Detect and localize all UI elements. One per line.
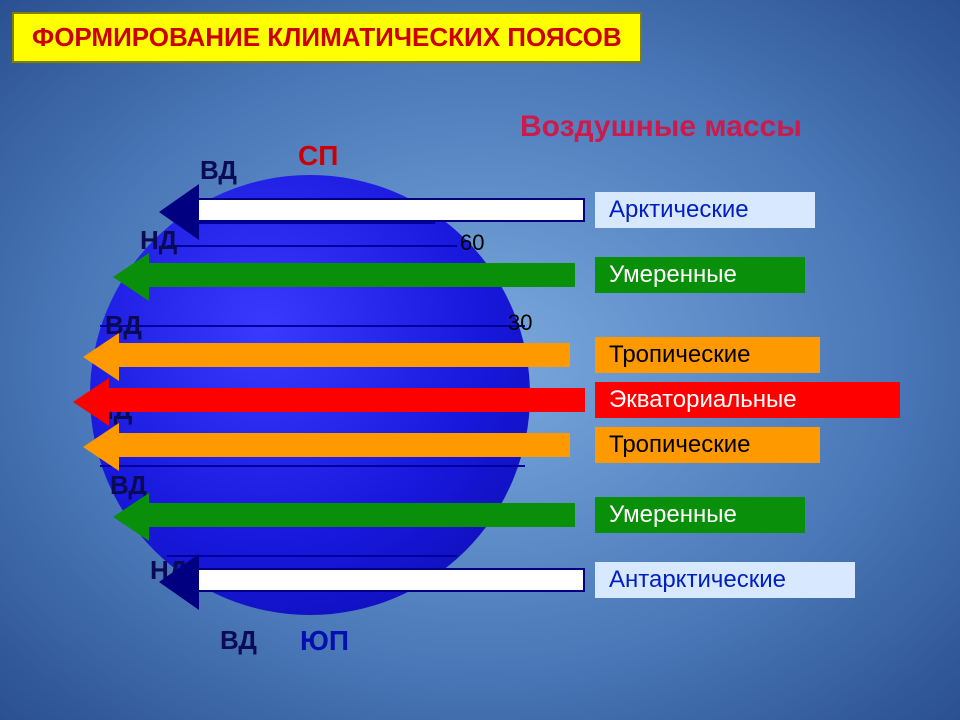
airmass-box-temperate_s: Умеренные xyxy=(595,497,805,533)
lat-60-label: 60 xyxy=(460,230,484,256)
arrow-arctic xyxy=(195,198,585,222)
north-pole-label: СП xyxy=(298,140,338,172)
latitude-line xyxy=(100,325,525,327)
arrow-equatorial xyxy=(105,388,585,412)
arrow-tropical_s xyxy=(115,433,570,457)
airmass-box-tropical_s: Тропические xyxy=(595,427,820,463)
subtitle: Воздушные массы xyxy=(520,110,802,144)
arrow-temperate_n xyxy=(145,263,575,287)
title-box: ФОРМИРОВАНИЕ КЛИМАТИЧЕСКИХ ПОЯСОВ xyxy=(12,12,642,63)
pressure-label-vd: ВД xyxy=(220,625,257,656)
airmass-box-arctic: Арктические xyxy=(595,192,815,228)
arrow-tropical_n xyxy=(115,343,570,367)
latitude-line xyxy=(167,245,457,247)
south-pole-label: ЮП xyxy=(300,625,349,657)
airmass-box-equatorial: Экваториальные xyxy=(595,382,900,418)
latitude-line xyxy=(167,555,457,557)
pressure-label-vd: ВД xyxy=(200,155,237,186)
airmass-box-tropical_n: Тропические xyxy=(595,337,820,373)
airmass-box-temperate_n: Умеренные xyxy=(595,257,805,293)
arrow-antarctic xyxy=(195,568,585,592)
airmass-box-antarctic: Антарктические xyxy=(595,562,855,598)
lat-30-label: 30 xyxy=(508,310,532,336)
title-text: ФОРМИРОВАНИЕ КЛИМАТИЧЕСКИХ ПОЯСОВ xyxy=(32,22,622,52)
latitude-line xyxy=(100,465,525,467)
latitude-line xyxy=(190,222,435,224)
arrow-temperate_s xyxy=(145,503,575,527)
